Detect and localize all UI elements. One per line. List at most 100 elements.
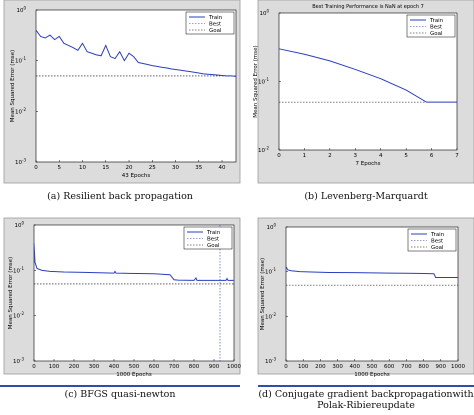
x-tick-label: 0 [277, 153, 281, 159]
x-tick-label: 6 [430, 153, 434, 159]
y-tick-label: 10-2 [15, 107, 26, 116]
y-tick-label: 10-1 [265, 267, 276, 276]
train-series-line [285, 266, 458, 279]
y-axis-label: Mean Squared Error (mse) [8, 257, 14, 329]
chart-caption: (b) Levenberg-Marquardt [304, 191, 428, 202]
x-axis-label: 43 Epochs [122, 173, 151, 179]
y-tick-label: 10-3 [13, 357, 24, 366]
x-tick-label: 0 [284, 364, 288, 370]
train-series-line [33, 243, 234, 281]
x-tick-label: 20 [126, 165, 133, 171]
legend-label-goal: Goal [207, 243, 220, 249]
x-tick-label: 700 [401, 364, 412, 370]
x-tick-label: 300 [332, 364, 343, 370]
y-axis-label: Mean Squared Error (mse) [260, 258, 266, 330]
chart-panel-3: 0 100 200 300 400 500 600 700 800 900 100010-310-2… [257, 217, 474, 411]
x-tick-label: 500 [367, 364, 378, 370]
chart-panel-0: 0 5 10 15 20 25 30 35 40 10-3 10-2 10-1 100 TrainBest… [3, 0, 241, 202]
legend-label-train: Train [206, 230, 221, 236]
y-tick-label: 10-1 [15, 56, 26, 65]
x-tick-label: 600 [384, 364, 395, 370]
chart-caption: (a) Resilient back propagation [47, 191, 193, 202]
x-tick-label: 1000 [227, 364, 241, 370]
y-tick-exponent: -2 [265, 146, 269, 151]
x-tick-label: 0 [34, 165, 38, 171]
y-tick-label: 10-2 [258, 146, 269, 155]
x-tick-label: 900 [209, 364, 220, 370]
y-tick-exponent: -3 [22, 158, 26, 163]
train-series-line [278, 48, 457, 103]
y-tick-label: 10-1 [13, 266, 24, 275]
y-axis-label: Mean Squared Error (mse) [10, 50, 16, 122]
y-tick-label: 10-3 [15, 158, 26, 167]
legend-label-best: Best [430, 25, 443, 31]
train-series-line [35, 29, 237, 77]
legend-label-goal: Goal [430, 31, 443, 37]
x-tick-label: 3 [354, 153, 358, 159]
chart-caption: (d) Conjugate gradient backpropagationwi… [258, 389, 473, 411]
y-tick-label: 100 [259, 9, 269, 18]
legend-label-best: Best [431, 239, 444, 245]
x-tick-label: 4 [379, 153, 383, 159]
caption-line: (d) Conjugate gradient backpropagationwi… [258, 389, 473, 400]
x-axis-label: 1000 Epochs [116, 372, 152, 378]
legend-label-goal: Goal [209, 28, 222, 34]
x-axis-label: 1000 Epochs [354, 372, 390, 378]
chart-title: Best Training Performance is NaN at epoc… [312, 4, 424, 10]
y-axis-label: Mean Squared Error (mse) [253, 45, 259, 117]
caption-line: Polak-Ribiereupdate [317, 400, 415, 411]
x-tick-label: 1000 [451, 364, 465, 370]
y-tick-exponent: 0 [21, 221, 24, 226]
x-tick-label: 900 [436, 364, 447, 370]
x-tick-label: 100 [298, 364, 309, 370]
axes-box [35, 9, 237, 163]
y-tick-exponent: -1 [20, 266, 24, 271]
y-tick-label: 100 [14, 221, 24, 230]
y-tick-label: 10-2 [13, 311, 24, 320]
y-tick-exponent: 0 [273, 223, 276, 228]
y-tick-exponent: -3 [272, 357, 276, 362]
legend-label-train: Train [430, 232, 445, 238]
y-tick-label: 10-3 [265, 357, 276, 366]
x-tick-label: 700 [169, 364, 180, 370]
x-tick-label: 400 [109, 364, 120, 370]
x-tick-label: 1 [303, 153, 307, 159]
x-tick-label: 600 [149, 364, 160, 370]
legend-label-train: Train [429, 18, 444, 24]
y-tick-label: 10-1 [258, 77, 269, 86]
y-tick-exponent: 0 [23, 6, 26, 11]
legend-label-best: Best [209, 22, 222, 28]
x-tick-label: 35 [195, 165, 202, 171]
y-tick-exponent: 0 [266, 9, 269, 14]
chart-panel-2: 0 100 200 300 400 500 600 700 800 900 100010-310-2… [3, 217, 241, 400]
x-tick-label: 100 [49, 364, 60, 370]
y-tick-exponent: -2 [20, 311, 24, 316]
y-tick-exponent: -3 [20, 357, 24, 362]
x-tick-label: 800 [189, 364, 200, 370]
x-tick-label: 0 [32, 364, 36, 370]
x-tick-label: 2 [328, 153, 332, 159]
x-tick-label: 200 [69, 364, 80, 370]
x-tick-label: 10 [79, 165, 86, 171]
chart-caption: (c) BFGS quasi-newton [65, 389, 176, 400]
x-tick-label: 15 [102, 165, 109, 171]
x-tick-label: 500 [129, 364, 140, 370]
x-tick-label: 200 [315, 364, 326, 370]
y-tick-label: 10-2 [265, 312, 276, 321]
x-tick-label: 5 [404, 153, 408, 159]
x-tick-label: 5 [58, 165, 62, 171]
legend-label-goal: Goal [431, 245, 444, 251]
legend-label-train: Train [208, 15, 223, 21]
x-tick-label: 30 [172, 165, 179, 171]
x-tick-label: 40 [219, 165, 226, 171]
y-tick-exponent: -1 [272, 267, 276, 272]
x-tick-label: 7 [455, 153, 459, 159]
y-tick-exponent: -1 [22, 56, 26, 61]
y-tick-exponent: -2 [22, 107, 26, 112]
y-tick-exponent: -2 [272, 312, 276, 317]
y-tick-label: 100 [16, 6, 26, 15]
x-axis-label: 7 Epochs [356, 161, 381, 167]
x-tick-label: 800 [418, 364, 429, 370]
